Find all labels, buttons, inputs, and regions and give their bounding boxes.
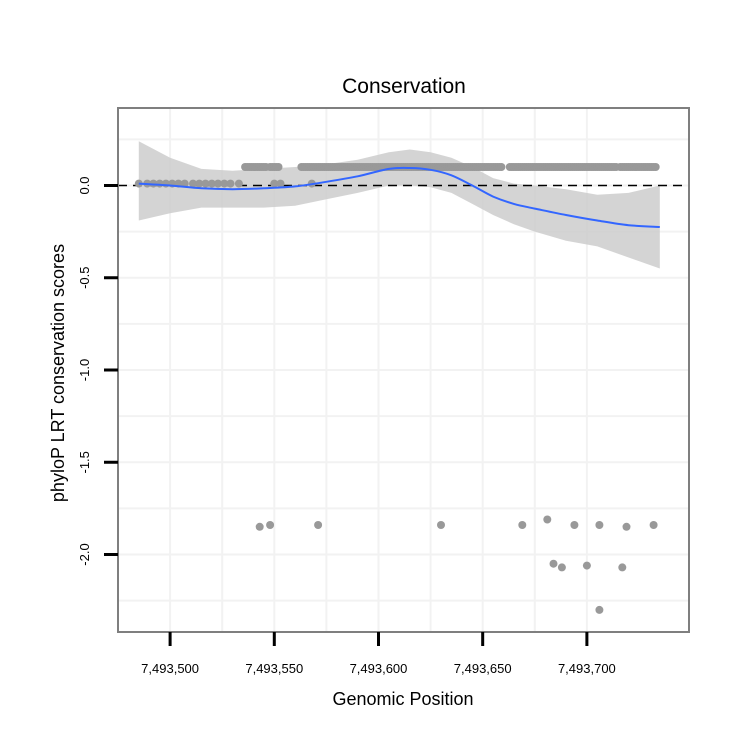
y-tick-label: -0.5: [77, 266, 92, 288]
y-tick-label: -1.0: [77, 359, 92, 381]
data-point: [595, 521, 604, 529]
data-point: [274, 163, 283, 171]
data-point: [437, 521, 445, 529]
data-point: [570, 521, 579, 529]
data-point: [622, 522, 631, 531]
x-tick-label: 7,493,500: [141, 661, 199, 676]
data-point: [201, 179, 210, 188]
data-point: [543, 515, 552, 524]
confidence-band-layer: [138, 141, 660, 269]
data-point: [582, 561, 591, 570]
data-point: [649, 521, 658, 529]
data-point: [595, 605, 604, 614]
y-axis: 0.0 -0.5 -1.0 -1.5 -2.0: [77, 176, 118, 566]
data-point: [266, 521, 275, 529]
y-tick-label: -2.0: [77, 543, 92, 565]
data-point: [255, 522, 264, 531]
smooth-fit-line: [138, 166, 660, 228]
x-axis-title: Genomic Position: [332, 689, 473, 709]
x-axis: 7,493,500 7,493,550 7,493,600 7,493,650 7,49…: [141, 632, 616, 676]
data-point: [195, 179, 204, 188]
x-tick-label: 7,493,700: [558, 661, 616, 676]
x-tick-label: 7,493,650: [454, 661, 512, 676]
data-point: [220, 179, 229, 188]
x-tick-label: 7,493,600: [350, 661, 408, 676]
data-point: [189, 179, 197, 188]
data-point: [207, 179, 216, 188]
data-point: [314, 521, 323, 529]
data-point: [234, 179, 243, 188]
smooth-line-layer: [138, 166, 660, 228]
confidence-band: [138, 141, 660, 269]
data-point: [549, 559, 558, 568]
data-point: [276, 179, 285, 188]
data-point: [497, 163, 506, 171]
data-point: [518, 521, 527, 529]
data-point: [180, 179, 189, 188]
data-point: [557, 563, 566, 572]
data-point: [618, 563, 627, 572]
x-tick-label: 7,493,550: [245, 661, 303, 676]
y-tick-label: 0.0: [77, 176, 92, 194]
y-axis-title: phyloP LRT conservation scores: [48, 244, 68, 502]
chart-title: Conservation: [342, 75, 466, 98]
data-point: [214, 179, 222, 188]
data-point: [651, 163, 660, 171]
y-tick-label: -1.5: [77, 451, 92, 473]
data-point: [270, 179, 279, 188]
data-point: [226, 179, 235, 188]
